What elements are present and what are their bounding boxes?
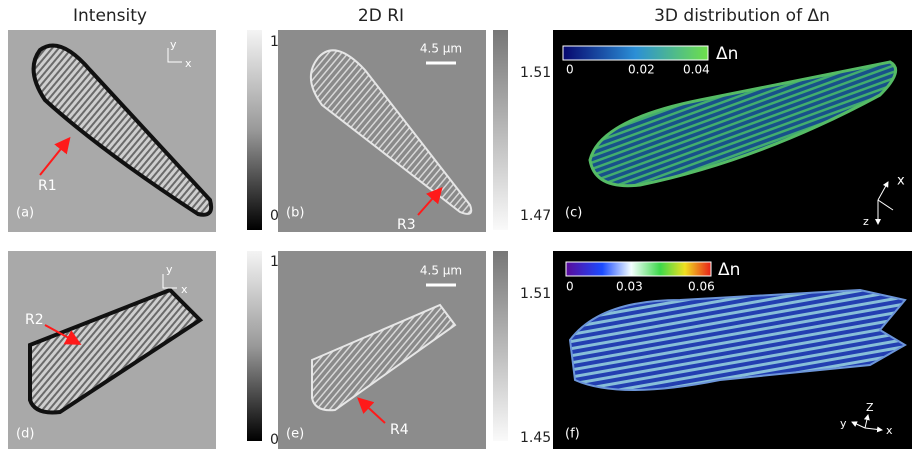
figure: Intensity 2D RI 3D distribution of Δn R1… <box>0 0 915 449</box>
arrow-label: R2 <box>25 312 44 328</box>
colorbar-label: 1.47 <box>520 208 551 224</box>
colorbar-label: 0 <box>566 280 574 294</box>
column-title: 3D distribution of Δn <box>654 6 830 26</box>
colorbar <box>493 30 508 230</box>
axis-label: x <box>185 57 192 70</box>
arrow-label: R4 <box>390 422 409 438</box>
colorbar-title: Δn <box>718 260 740 280</box>
scale-label: 4.5 μm <box>420 42 462 56</box>
panel-label: (e) <box>286 427 304 442</box>
panel-label: (b) <box>286 206 304 221</box>
colorbar <box>247 251 262 441</box>
panel-label: (f) <box>565 427 580 442</box>
panel-e: 4.5 μm R4 (e) <box>278 251 486 449</box>
colorbar-label: 1.51 <box>520 286 551 302</box>
column-title: 2D RI <box>358 6 404 26</box>
colorbar-label: 0 <box>566 63 574 77</box>
panel-label: (d) <box>16 427 34 442</box>
column-title: Intensity <box>73 6 147 26</box>
axis-label: y <box>166 263 173 276</box>
arrow-label: R3 <box>397 217 416 233</box>
arrow-label: R1 <box>38 178 57 194</box>
colorbar-label: 1 <box>270 254 279 270</box>
colorbar-label: 1 <box>270 34 279 50</box>
panel-b: 4.5 μm R3 (b) <box>278 30 486 233</box>
axis-label: z <box>863 215 869 228</box>
colorbar <box>563 46 708 60</box>
panel-label: (c) <box>565 206 582 221</box>
scale-label: 4.5 μm <box>420 264 462 278</box>
axis-label: Z <box>866 401 874 414</box>
colorbar-label: 0.03 <box>616 280 643 294</box>
colorbar <box>493 251 508 441</box>
colorbar-label: 0 <box>270 432 279 448</box>
colorbar-label: 0.04 <box>683 63 710 77</box>
axis-label: x <box>886 424 893 437</box>
axis-label: y <box>840 417 847 430</box>
axis-label: x <box>181 283 188 296</box>
colorbar-title: Δn <box>716 44 738 64</box>
panel-c: Δn 0 0.02 0.04 x z (c) <box>553 30 912 232</box>
colorbar <box>566 262 711 276</box>
colorbar-label: 1.45 <box>520 430 551 446</box>
axis-label: x <box>897 174 905 189</box>
axis-label: y <box>170 38 177 51</box>
colorbar-label: 0.02 <box>628 63 655 77</box>
panel-d: R2 y x (d) <box>8 251 216 449</box>
panel-label: (a) <box>16 206 34 221</box>
colorbar-label: 1.51 <box>520 65 551 81</box>
colorbar-label: 0.06 <box>688 280 715 294</box>
colorbar-label: 0 <box>270 208 279 224</box>
panel-a: R1 y x (a) <box>8 30 216 232</box>
colorbar <box>247 30 262 230</box>
panel-f: Δn 0 0.03 0.06 y Z x (f) <box>553 251 912 449</box>
